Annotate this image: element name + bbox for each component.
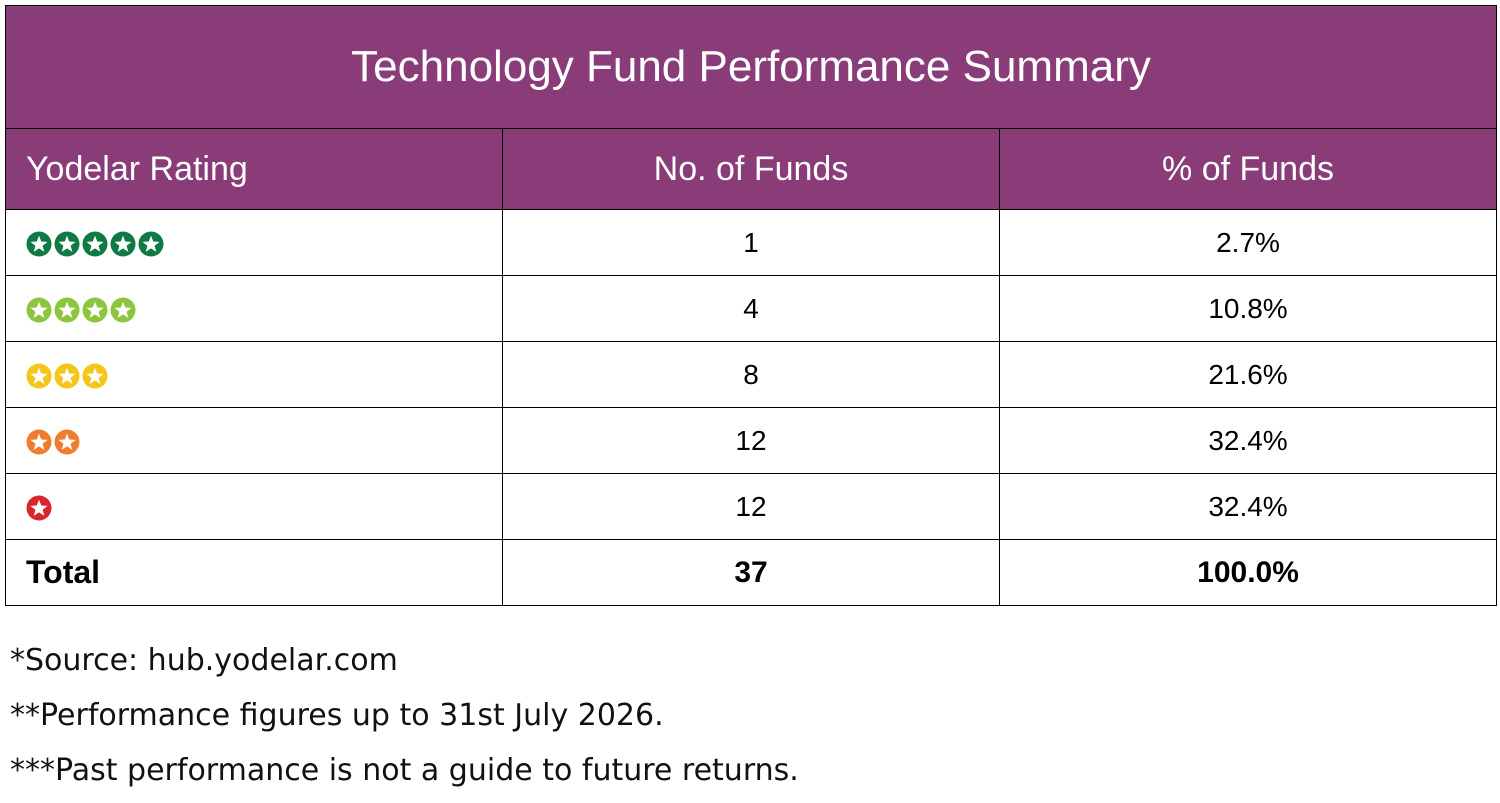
star-icon bbox=[54, 231, 80, 257]
fund-summary-table-wrapper: Technology Fund Performance Summary Yode… bbox=[4, 5, 1498, 606]
fund-percent: 10.8% bbox=[998, 275, 1498, 342]
star-rating bbox=[26, 231, 164, 257]
table-body: 1 2.7% 4 10.8% 8 21.6% 12 32.4% 12 32.4% bbox=[5, 209, 1498, 540]
table-row: 12 32.4% bbox=[5, 407, 1498, 474]
rating-cell bbox=[5, 407, 503, 474]
fund-summary-table: Technology Fund Performance Summary Yode… bbox=[4, 5, 1498, 606]
fund-count: 1 bbox=[502, 209, 1000, 276]
fund-percent: 32.4% bbox=[998, 473, 1498, 540]
header-yodelar-rating: Yodelar Rating bbox=[5, 128, 503, 210]
star-rating bbox=[26, 297, 136, 323]
star-icon bbox=[110, 231, 136, 257]
star-icon bbox=[54, 429, 80, 455]
fund-count: 8 bbox=[502, 341, 1000, 408]
footnotes: *Source: hub.yodelar.com **Performance f… bbox=[10, 638, 799, 803]
rating-cell bbox=[5, 209, 503, 276]
star-icon bbox=[26, 495, 52, 521]
rating-cell bbox=[5, 341, 503, 408]
total-percent: 100.0% bbox=[998, 539, 1498, 606]
star-icon bbox=[138, 231, 164, 257]
star-icon bbox=[26, 297, 52, 323]
rating-cell bbox=[5, 473, 503, 540]
total-count: 37 bbox=[502, 539, 1000, 606]
footnote-source: *Source: hub.yodelar.com bbox=[10, 643, 398, 678]
star-rating bbox=[26, 495, 52, 521]
fund-percent: 32.4% bbox=[998, 407, 1498, 474]
star-icon bbox=[82, 231, 108, 257]
fund-count: 12 bbox=[502, 473, 1000, 540]
fund-percent: 21.6% bbox=[998, 341, 1498, 408]
star-icon bbox=[26, 231, 52, 257]
table-row: 1 2.7% bbox=[5, 209, 1498, 276]
star-icon bbox=[54, 297, 80, 323]
star-icon bbox=[82, 297, 108, 323]
table-title: Technology Fund Performance Summary bbox=[4, 5, 1498, 129]
star-icon bbox=[26, 363, 52, 389]
fund-count: 12 bbox=[502, 407, 1000, 474]
star-rating bbox=[26, 363, 108, 389]
fund-count: 4 bbox=[502, 275, 1000, 342]
header-percent-of-funds: % of Funds bbox=[998, 128, 1498, 210]
table-row: 12 32.4% bbox=[5, 473, 1498, 540]
footnote-disclaimer: ***Past performance is not a guide to fu… bbox=[10, 753, 799, 788]
star-icon bbox=[26, 429, 52, 455]
footnote-performance-date: **Performance figures up to 31st July 20… bbox=[10, 698, 664, 733]
rating-cell bbox=[5, 275, 503, 342]
star-icon bbox=[82, 363, 108, 389]
star-icon bbox=[110, 297, 136, 323]
star-rating bbox=[26, 429, 80, 455]
fund-percent: 2.7% bbox=[998, 209, 1498, 276]
table-row: 8 21.6% bbox=[5, 341, 1498, 408]
star-icon bbox=[54, 363, 80, 389]
total-label: Total bbox=[5, 539, 503, 606]
table-row: 4 10.8% bbox=[5, 275, 1498, 342]
header-no-of-funds: No. of Funds bbox=[502, 128, 1000, 210]
